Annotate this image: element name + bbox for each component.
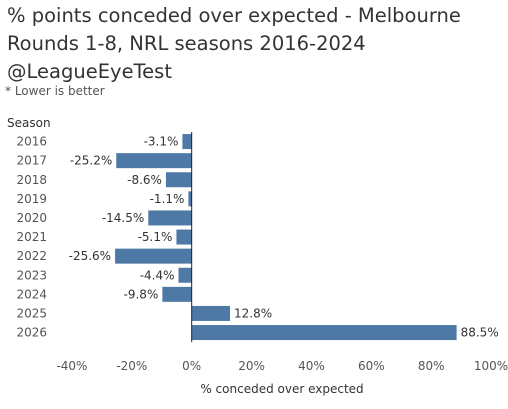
x-tick-label: 80% — [418, 359, 445, 373]
value-label-2024: -9.8% — [124, 287, 159, 301]
bar-2022 — [115, 248, 192, 264]
x-tick-label: 40% — [298, 359, 325, 373]
value-label-2020: -14.5% — [102, 211, 144, 225]
x-tick-label: -20% — [116, 359, 147, 373]
bar-2025 — [191, 305, 231, 321]
bar-2020 — [148, 210, 192, 226]
y-axis-title: Season — [7, 116, 51, 130]
value-label-2016: -3.1% — [144, 135, 179, 149]
value-label-2022: -25.6% — [69, 249, 111, 263]
category-label-2024: 2024 — [16, 287, 47, 301]
x-axis-title: % conceded over expected — [200, 382, 363, 396]
value-label-2018: -8.6% — [127, 173, 162, 187]
value-label-2017: -25.2% — [70, 154, 112, 168]
x-tick-label: 20% — [238, 359, 265, 373]
x-tick-label: 60% — [358, 359, 385, 373]
value-label-2023: -4.4% — [140, 268, 175, 282]
bar-2018 — [165, 172, 192, 188]
chart-title: % points conceded over expected - Melbou… — [7, 4, 461, 27]
chart-author: @LeagueEyeTest — [7, 60, 172, 83]
bar-2026 — [191, 325, 457, 341]
bar-2023 — [178, 267, 192, 283]
category-label-2018: 2018 — [16, 173, 47, 187]
category-label-2017: 2017 — [16, 154, 47, 168]
value-label-2025: 12.8% — [234, 306, 272, 320]
category-label-2019: 2019 — [16, 192, 47, 206]
category-label-2026: 2026 — [16, 326, 47, 340]
category-label-2016: 2016 — [16, 135, 47, 149]
value-label-2021: -5.1% — [138, 230, 173, 244]
bar-2024 — [162, 286, 192, 302]
bar-2021 — [176, 229, 192, 245]
category-label-2023: 2023 — [16, 268, 47, 282]
x-tick-label: 0% — [182, 359, 201, 373]
bar-2016 — [182, 134, 192, 150]
x-tick-label: 100% — [474, 359, 508, 373]
bar-2017 — [116, 153, 192, 169]
value-label-2026: 88.5% — [461, 326, 499, 340]
chart-subtitle: Rounds 1-8, NRL seasons 2016-2024 — [7, 32, 366, 55]
category-label-2021: 2021 — [16, 230, 47, 244]
category-label-2025: 2025 — [16, 306, 47, 320]
value-label-2019: -1.1% — [150, 192, 185, 206]
chart-note: * Lower is better — [5, 84, 105, 98]
category-label-2022: 2022 — [16, 249, 47, 263]
category-label-2020: 2020 — [16, 211, 47, 225]
bar-2019 — [188, 191, 192, 207]
x-tick-label: -40% — [56, 359, 87, 373]
